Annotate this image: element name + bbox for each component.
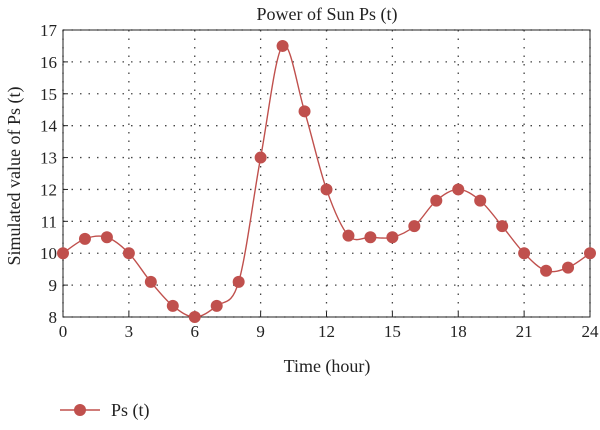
data-point-t20 [496, 220, 509, 233]
y-tick-label: 15 [40, 85, 57, 104]
data-point-t19 [474, 194, 487, 207]
series-line-ps [62, 44, 591, 318]
legend-marker-swatch [74, 404, 86, 416]
y-tick-label: 11 [41, 212, 57, 231]
legend-label: Ps (t) [111, 400, 150, 421]
axis-ticks: 0 3 6 9 12 15 18 21 24 8 9 10 11 12 13 14 15 16 17 [40, 21, 599, 341]
data-point-t24 [584, 247, 596, 260]
x-tick-label: 6 [191, 322, 200, 341]
x-tick-label: 21 [516, 322, 533, 341]
y-tick-label: 16 [40, 53, 57, 72]
data-point-t9 [254, 151, 267, 164]
data-point-t11 [298, 105, 311, 118]
data-point-t8 [232, 275, 245, 288]
data-point-t0 [57, 247, 69, 260]
data-point-t6 [188, 311, 201, 323]
x-tick-label: 24 [582, 322, 600, 341]
series-layer [57, 39, 596, 323]
data-point-t12 [320, 183, 333, 196]
data-point-t15 [386, 231, 399, 244]
data-point-t14 [364, 231, 377, 244]
data-point-t5 [166, 299, 179, 312]
x-tick-label: 0 [59, 322, 68, 341]
y-tick-label: 10 [40, 244, 57, 263]
x-tick-label: 18 [450, 322, 467, 341]
x-tick-label: 15 [384, 322, 401, 341]
x-tick-label: 3 [125, 322, 134, 341]
data-point-t18 [452, 183, 465, 196]
x-axis-label: Time (hour) [284, 356, 371, 377]
data-point-t2 [100, 231, 113, 244]
data-point-t10 [276, 39, 289, 52]
y-tick-label: 17 [40, 21, 58, 40]
legend: Ps (t) [60, 400, 150, 421]
data-point-t23 [562, 261, 575, 274]
data-point-t13 [342, 229, 355, 242]
data-point-t1 [78, 232, 91, 245]
data-point-t22 [540, 264, 553, 277]
data-point-t21 [518, 247, 531, 260]
y-tick-label: 13 [40, 149, 57, 168]
y-tick-label: 14 [40, 117, 58, 136]
x-tick-label: 12 [318, 322, 335, 341]
data-point-t4 [144, 275, 157, 288]
data-point-t17 [430, 194, 443, 207]
x-tick-label: 9 [256, 322, 265, 341]
chart-title: Power of Sun Ps (t) [256, 4, 397, 25]
y-axis-label: Simulated value of Ps (t) [4, 87, 25, 266]
y-tick-label: 9 [49, 276, 58, 295]
y-tick-label: 12 [40, 180, 57, 199]
data-point-t16 [408, 220, 421, 233]
data-point-t3 [122, 247, 135, 260]
data-point-t7 [210, 299, 223, 312]
y-tick-label: 8 [49, 308, 58, 327]
grid-lines [62, 29, 591, 318]
